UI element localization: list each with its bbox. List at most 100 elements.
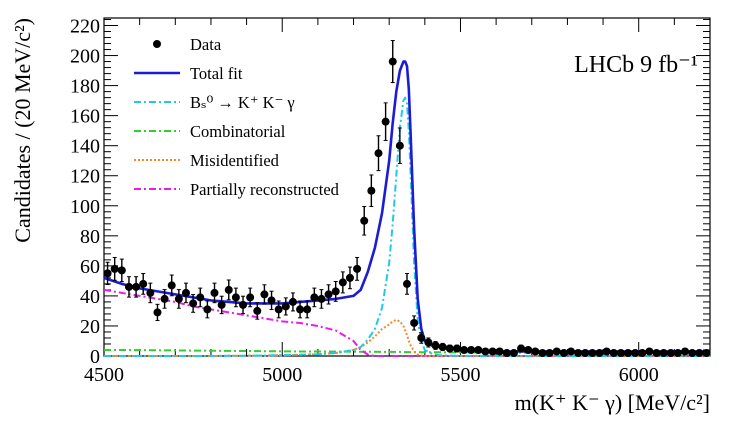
data-point: [360, 216, 369, 225]
data-point: [353, 264, 362, 273]
data-point: [609, 348, 618, 357]
x-tick-label: 5500: [440, 364, 480, 386]
data-point: [502, 348, 511, 357]
data-point: [581, 348, 590, 357]
data-point: [631, 348, 640, 357]
data-point: [267, 296, 276, 305]
legend-label-signal: Bₛ⁰ → K⁺ K⁻ γ: [190, 93, 295, 112]
legend-label-partial: Partially reconstructed: [190, 180, 340, 199]
y-tick-label: 120: [70, 166, 100, 188]
data-point: [495, 347, 504, 356]
data-point: [410, 318, 419, 327]
y-tick-label: 0: [90, 346, 100, 368]
signal-curve: [104, 96, 710, 357]
data-point: [303, 305, 312, 314]
legend-label-misid: Misidentified: [190, 151, 280, 170]
data-point: [531, 347, 540, 356]
legend-label-total: Total fit: [190, 64, 243, 83]
partial-curve: [103, 288, 710, 357]
data-point: [139, 279, 148, 288]
data-point: [588, 348, 597, 357]
data-point: [467, 345, 476, 354]
data-point: [374, 149, 383, 158]
x-tick-label: 6000: [619, 364, 659, 386]
data-point: [224, 285, 233, 294]
data-point: [566, 347, 575, 356]
data-point: [681, 347, 690, 356]
data-point: [545, 348, 554, 357]
data-point: [474, 345, 483, 354]
data-points: [103, 40, 711, 357]
data-point: [488, 347, 497, 356]
x-tick-labels: 4500 5000 5500 6000: [84, 364, 659, 386]
data-point: [438, 342, 447, 351]
data-point: [181, 288, 190, 297]
data-point: [253, 306, 262, 315]
data-point: [239, 300, 248, 309]
data-point: [296, 305, 305, 314]
data-point: [403, 279, 411, 288]
data-point: [231, 293, 240, 302]
data-point: [103, 269, 112, 278]
y-tick-label: 60: [80, 256, 100, 278]
data-point: [260, 290, 269, 299]
data-point: [595, 348, 604, 357]
data-point: [274, 305, 283, 314]
x-tick-label: 5000: [262, 364, 302, 386]
data-point: [217, 300, 226, 309]
data-point: [317, 294, 326, 303]
data-point: [388, 57, 397, 66]
y-tick-label: 160: [70, 106, 100, 128]
y-tick-label: 200: [70, 46, 100, 68]
y-tick-label: 180: [70, 76, 100, 98]
data-point: [153, 308, 162, 317]
data-point: [367, 186, 376, 195]
y-tick-label: 80: [80, 226, 100, 248]
experiment-label: LHCb 9 fb⁻¹: [574, 52, 698, 78]
data-point: [574, 348, 583, 357]
data-point: [673, 348, 682, 357]
combinatorial-curve: [104, 349, 710, 355]
data-point: [288, 297, 297, 306]
data-point: [174, 294, 183, 303]
data-point: [616, 348, 625, 357]
data-point: [424, 338, 433, 347]
data-point: [345, 273, 354, 282]
data-point: [210, 288, 219, 297]
data-point: [331, 287, 340, 296]
data-point: [638, 348, 647, 357]
y-tick-label: 40: [80, 286, 100, 308]
data-point: [417, 333, 426, 342]
data-point: [509, 348, 518, 357]
data-point: [117, 266, 126, 275]
y-tick-label: 20: [80, 316, 100, 338]
data-point: [281, 302, 290, 311]
data-point: [132, 282, 141, 291]
data-point: [460, 345, 469, 354]
data-point: [624, 348, 633, 357]
y-axis-title: Candidates / (20 MeV/c²): [10, 18, 35, 243]
data-point: [452, 344, 461, 353]
x-tick-label: 4500: [84, 364, 124, 386]
data-point: [124, 282, 133, 291]
data-point: [203, 305, 212, 314]
data-point: [695, 348, 704, 357]
data-point: [160, 294, 169, 303]
data-point: [146, 288, 155, 297]
data-point: [659, 348, 668, 357]
data-point: [310, 293, 319, 302]
data-point: [602, 347, 611, 356]
x-axis-title: m(K⁺ K⁻ γ) [MeV/c²]: [515, 390, 710, 415]
data-point: [559, 348, 568, 357]
data-point: [246, 293, 255, 302]
data-point: [481, 347, 490, 356]
data-point: [338, 278, 347, 287]
data-point: [445, 344, 454, 353]
data-point: [110, 264, 119, 273]
data-point: [524, 345, 533, 354]
data-point: [381, 117, 390, 126]
data-point: [702, 348, 711, 357]
y-tick-labels: 0 20 40 60 80 100 120 140 160 180 200 220: [70, 16, 100, 368]
